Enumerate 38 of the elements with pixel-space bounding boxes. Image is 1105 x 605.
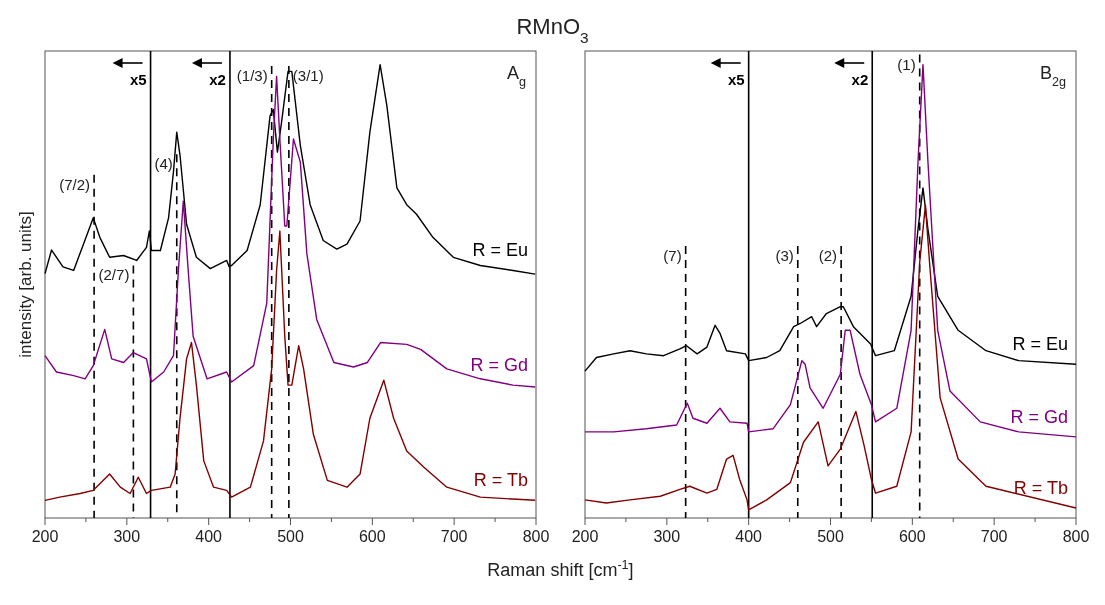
x-tick-label: 600	[898, 528, 926, 545]
series-label: R = Tb	[473, 470, 528, 491]
x-tick-label: 600	[358, 528, 386, 545]
series-label: R = Tb	[1013, 478, 1068, 499]
series-label: R = Gd	[1010, 406, 1068, 427]
x-tick-label: 400	[735, 528, 763, 545]
chart-title: RMnO$_{3}$	[516, 14, 589, 46]
annotation: (2/7)	[98, 266, 130, 284]
x-tick-label: 300	[653, 528, 681, 545]
x-tick-label: 400	[195, 528, 223, 545]
ref-line-label: x5	[129, 71, 147, 88]
x-tick-label: 500	[817, 528, 844, 545]
x-axis-title: Raman shift [cm$^{-1}$]	[487, 558, 634, 580]
series-label: R = Eu	[1012, 334, 1068, 355]
x-tick-label: 300	[113, 528, 141, 545]
ref-line-label: x2	[851, 71, 869, 88]
series-label: R = Gd	[470, 355, 528, 376]
x-tick-label: 500	[277, 528, 304, 545]
y-axis-title: intensity [arb. units]	[16, 211, 35, 358]
annotation: A$_{g}$	[506, 63, 526, 89]
x-tick-label: 800	[522, 528, 550, 545]
ref-line-label: x2	[209, 71, 226, 88]
ref-line-label: x5	[727, 71, 745, 88]
annotation: (1/3)	[236, 66, 268, 84]
x-tick-label: 800	[1062, 528, 1090, 545]
series-label: R = Eu	[472, 240, 528, 261]
x-tick-label: 700	[980, 528, 1008, 545]
annotation: (1)	[897, 55, 916, 73]
x-tick-label: 700	[440, 528, 468, 545]
annotation: (3)	[775, 246, 794, 264]
annotation: (7)	[663, 246, 682, 264]
x-tick-label: 200	[571, 528, 599, 545]
annotation: B$_{2g}$	[1039, 63, 1066, 89]
annotation: (7/2)	[59, 175, 91, 193]
x-tick-label: 200	[31, 528, 59, 545]
annotation: (2)	[818, 246, 838, 264]
annotation: (3/1)	[292, 66, 324, 84]
annotation: (4)	[154, 155, 173, 173]
